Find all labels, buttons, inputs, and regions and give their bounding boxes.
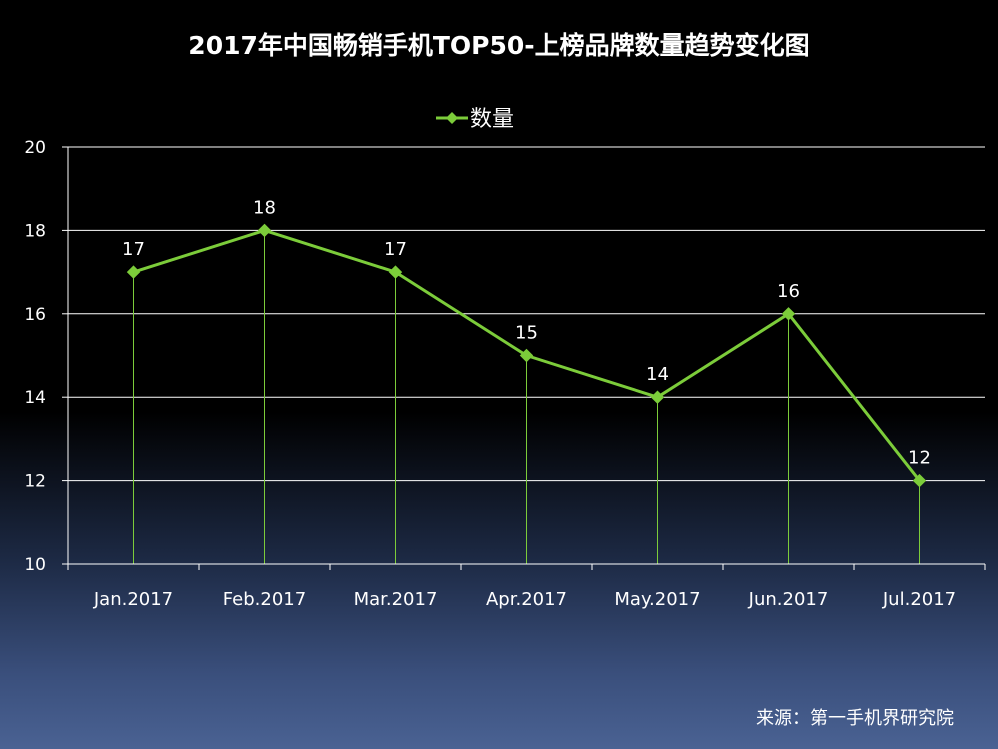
data-label: 17 [384,239,407,260]
x-tick-label: Apr.2017 [486,589,567,610]
legend-label: 数量 [470,107,514,132]
data-point-marker [257,223,272,238]
data-label: 14 [646,364,669,385]
axes: 10 12 14 16 18 20 Jan.2017 Feb.2017 Mar.2017 Apr.… [24,138,986,610]
y-tick-label: 16 [24,305,46,325]
chart-title: 2017年中国畅销手机TOP50-上榜品牌数量趋势变化图 [188,31,810,60]
data-point-marker [650,390,665,404]
data-label: 15 [515,323,538,344]
x-tick-label: Jan.2017 [93,589,173,610]
legend: 数量 [436,107,514,132]
y-tick-label: 20 [24,138,46,158]
labels-layer: 17 18 17 15 14 16 12 [122,197,931,468]
data-point-marker [388,265,403,279]
data-label: 12 [908,448,931,469]
y-tick-label: 18 [24,221,46,241]
x-tick-label: Feb.2017 [223,589,306,610]
data-label: 18 [253,197,276,218]
data-point-marker [126,265,141,279]
data-label: 17 [122,239,145,260]
series-layer [126,223,927,488]
drop-lines [133,230,920,564]
data-label: 16 [777,281,800,302]
y-tick-label: 12 [24,472,46,492]
x-tick-label: Mar.2017 [354,589,438,610]
y-tick-label: 14 [24,388,46,408]
x-tick-label: May.2017 [614,589,700,610]
source-note: 来源：第一手机界研究院 [756,708,954,729]
data-point-marker [912,473,927,488]
legend-marker [446,112,458,124]
x-tick-label: Jul.2017 [882,589,956,610]
data-point-marker [781,307,796,321]
x-tick-label: Jun.2017 [748,589,829,610]
data-point-marker [519,348,534,363]
y-tick-label: 10 [24,555,46,575]
